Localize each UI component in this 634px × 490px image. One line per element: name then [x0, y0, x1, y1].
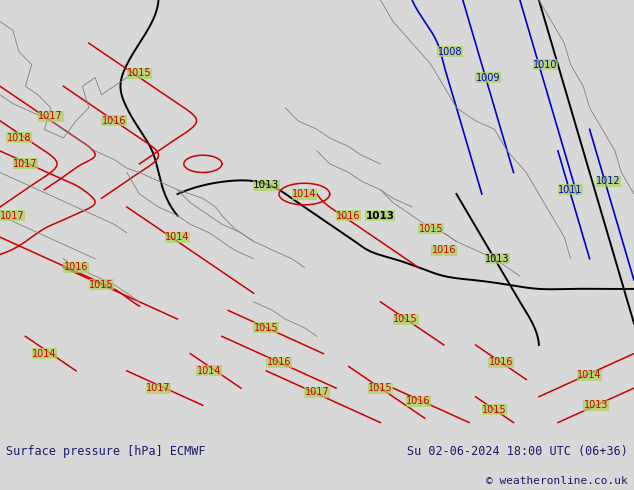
Text: 1014: 1014 — [32, 348, 56, 359]
Text: 1013: 1013 — [253, 180, 280, 191]
Text: 1016: 1016 — [406, 396, 430, 406]
Text: 1013: 1013 — [486, 254, 510, 264]
Text: 1016: 1016 — [432, 245, 456, 255]
Text: 1015: 1015 — [394, 314, 418, 324]
Text: Surface pressure [hPa] ECMWF: Surface pressure [hPa] ECMWF — [6, 445, 206, 458]
Text: 1017: 1017 — [305, 388, 329, 397]
Text: 1015: 1015 — [89, 280, 113, 290]
Text: 1015: 1015 — [254, 323, 278, 333]
Text: 1017: 1017 — [0, 211, 25, 220]
Text: 1016: 1016 — [64, 262, 88, 272]
Text: 1014: 1014 — [197, 366, 221, 376]
Text: © weatheronline.co.uk: © weatheronline.co.uk — [486, 476, 628, 486]
Text: 1016: 1016 — [489, 357, 513, 367]
Text: 1010: 1010 — [533, 60, 557, 70]
Text: 1014: 1014 — [578, 370, 602, 380]
Text: 1017: 1017 — [39, 111, 63, 122]
Text: 1008: 1008 — [438, 47, 462, 57]
Text: 1011: 1011 — [559, 185, 583, 195]
Text: 1017: 1017 — [146, 383, 171, 393]
Text: 1016: 1016 — [267, 357, 291, 367]
Text: 1009: 1009 — [476, 73, 500, 83]
Text: 1015: 1015 — [419, 223, 443, 234]
Text: 1014: 1014 — [292, 189, 316, 199]
Text: 1012: 1012 — [597, 176, 621, 186]
Text: 1013: 1013 — [366, 211, 395, 220]
Text: 1016: 1016 — [102, 116, 126, 126]
Text: 1015: 1015 — [368, 383, 392, 393]
Text: 1014: 1014 — [165, 232, 190, 242]
Text: 1015: 1015 — [127, 68, 152, 78]
Text: 1015: 1015 — [482, 405, 507, 415]
Text: 1013: 1013 — [584, 400, 608, 410]
Text: 1016: 1016 — [337, 211, 361, 220]
Text: 1017: 1017 — [13, 159, 37, 169]
Text: 1018: 1018 — [7, 133, 31, 143]
Text: Su 02-06-2024 18:00 UTC (06+36): Su 02-06-2024 18:00 UTC (06+36) — [407, 445, 628, 458]
